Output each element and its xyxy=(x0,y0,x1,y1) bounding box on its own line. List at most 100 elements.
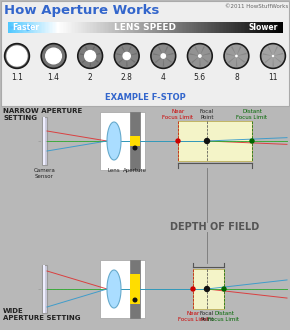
Wedge shape xyxy=(200,53,210,56)
Bar xyxy=(22,22,23,33)
Bar xyxy=(74,22,76,33)
Bar xyxy=(113,22,115,33)
Text: 8: 8 xyxy=(234,73,239,82)
Bar xyxy=(38,22,40,33)
Circle shape xyxy=(161,54,166,58)
Bar xyxy=(35,22,37,33)
Bar xyxy=(194,22,196,33)
Bar xyxy=(55,22,57,33)
Bar xyxy=(153,22,155,33)
Bar xyxy=(41,22,43,33)
Bar xyxy=(233,22,235,33)
Bar xyxy=(193,269,224,309)
Bar xyxy=(67,22,69,33)
Bar xyxy=(49,22,51,33)
Circle shape xyxy=(114,44,139,69)
Bar xyxy=(160,22,162,33)
Bar xyxy=(42,117,47,165)
Bar xyxy=(249,22,251,33)
Wedge shape xyxy=(90,56,91,66)
Bar xyxy=(253,22,255,33)
Bar xyxy=(229,22,231,33)
Wedge shape xyxy=(90,46,95,56)
Wedge shape xyxy=(273,53,283,56)
Bar xyxy=(133,22,135,33)
Text: Slower: Slower xyxy=(249,23,278,32)
Bar xyxy=(205,22,207,33)
Bar xyxy=(105,22,107,33)
Text: 4: 4 xyxy=(161,73,166,82)
Bar xyxy=(109,22,111,33)
Bar xyxy=(168,22,170,33)
Bar xyxy=(138,22,140,33)
Wedge shape xyxy=(163,53,173,56)
Wedge shape xyxy=(263,53,273,56)
Bar xyxy=(155,22,157,33)
Bar xyxy=(64,22,66,33)
Bar xyxy=(71,22,73,33)
Circle shape xyxy=(41,44,66,69)
Circle shape xyxy=(116,45,137,67)
Bar xyxy=(57,22,59,33)
Bar xyxy=(101,22,103,33)
Bar xyxy=(66,22,67,33)
Circle shape xyxy=(78,44,103,69)
Bar xyxy=(235,22,237,33)
Wedge shape xyxy=(118,56,127,63)
Circle shape xyxy=(153,45,174,67)
Text: Lens: Lens xyxy=(108,168,120,173)
Bar xyxy=(246,22,248,33)
Bar xyxy=(124,22,126,33)
Bar xyxy=(271,22,273,33)
Text: 2: 2 xyxy=(88,73,93,82)
Bar xyxy=(262,22,263,33)
Bar xyxy=(218,22,220,33)
Wedge shape xyxy=(90,53,100,56)
Bar xyxy=(185,22,186,33)
Circle shape xyxy=(226,45,247,67)
Polygon shape xyxy=(107,122,121,160)
Bar xyxy=(18,22,19,33)
Bar xyxy=(116,22,118,33)
Bar xyxy=(13,22,15,33)
Bar xyxy=(88,22,89,33)
Bar xyxy=(178,22,180,33)
Bar xyxy=(219,22,221,33)
Bar xyxy=(252,22,254,33)
Text: EXAMPLE F-STOP: EXAMPLE F-STOP xyxy=(105,93,185,102)
Bar xyxy=(92,22,93,33)
Bar xyxy=(68,22,70,33)
Bar xyxy=(50,22,52,33)
Bar xyxy=(275,22,277,33)
Bar xyxy=(12,22,14,33)
Bar xyxy=(11,22,12,33)
Bar xyxy=(163,22,165,33)
Wedge shape xyxy=(228,56,236,63)
Bar xyxy=(183,22,185,33)
Bar xyxy=(53,22,55,33)
Bar xyxy=(127,22,129,33)
Bar xyxy=(240,22,241,33)
Text: ©2011 HowStuffWorks: ©2011 HowStuffWorks xyxy=(225,4,288,9)
Bar xyxy=(259,22,261,33)
Bar xyxy=(193,22,195,33)
Bar xyxy=(79,22,81,33)
Text: How Aperture Works: How Aperture Works xyxy=(4,4,160,17)
Bar xyxy=(119,22,121,33)
Text: Distant
Focus Limit: Distant Focus Limit xyxy=(209,311,240,322)
Wedge shape xyxy=(158,47,163,56)
Circle shape xyxy=(46,48,61,64)
Bar xyxy=(137,22,139,33)
Bar xyxy=(159,22,161,33)
Bar xyxy=(189,22,191,33)
Circle shape xyxy=(6,45,28,67)
Bar xyxy=(59,22,61,33)
Bar xyxy=(230,22,232,33)
Text: 5.6: 5.6 xyxy=(194,73,206,82)
Bar xyxy=(15,22,17,33)
Text: Focal
Point: Focal Point xyxy=(200,311,214,322)
Bar xyxy=(8,22,10,33)
Bar xyxy=(100,22,102,33)
Circle shape xyxy=(222,287,226,291)
Wedge shape xyxy=(90,56,99,63)
